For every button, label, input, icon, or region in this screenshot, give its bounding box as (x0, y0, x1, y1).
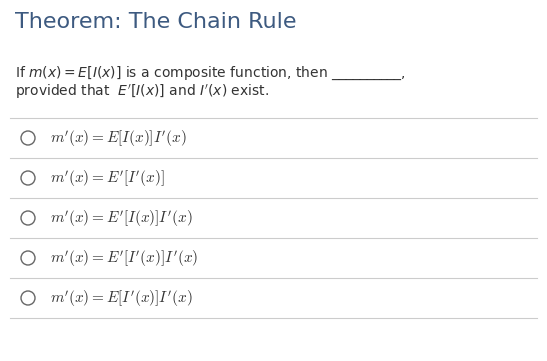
Text: $m'(x) = E[I(x)]I'(x)$: $m'(x) = E[I(x)]I'(x)$ (50, 129, 187, 149)
Text: $m'(x) = E[I'(x)]I'(x)$: $m'(x) = E[I'(x)]I'(x)$ (50, 289, 193, 309)
Text: If $m(x) = E[I(x)]$ is a composite function, then __________,: If $m(x) = E[I(x)]$ is a composite funct… (15, 65, 406, 82)
Text: $m'(x) = E'[I(x)]I'(x)$: $m'(x) = E'[I(x)]I'(x)$ (50, 209, 193, 229)
Text: $m'(x) = E'[I'(x)]$: $m'(x) = E'[I'(x)]$ (50, 169, 165, 189)
Text: $m'(x) = E'[I'(x)]I'(x)$: $m'(x) = E'[I'(x)]I'(x)$ (50, 249, 199, 269)
Text: provided that  $E'[I(x)]$ and $I'(x)$ exist.: provided that $E'[I(x)]$ and $I'(x)$ exi… (15, 83, 269, 101)
Text: Theorem: The Chain Rule: Theorem: The Chain Rule (15, 12, 296, 32)
